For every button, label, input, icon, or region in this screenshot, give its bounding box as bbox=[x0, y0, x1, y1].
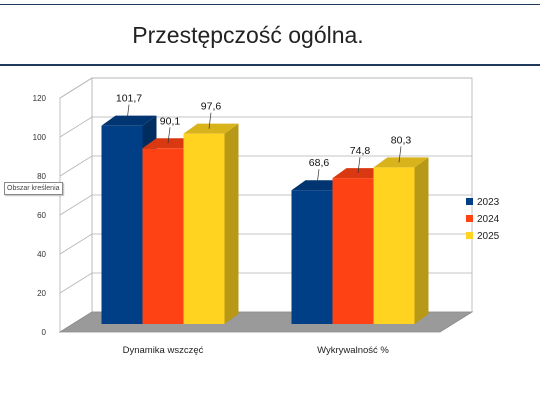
data-label-leader bbox=[398, 146, 402, 163]
bar-top bbox=[183, 123, 239, 134]
y-tick-label: 80 bbox=[37, 172, 46, 181]
bar-top bbox=[101, 115, 157, 126]
data-label: 101,7 bbox=[116, 93, 142, 105]
y-tick-label: 100 bbox=[33, 133, 47, 142]
data-label-leader bbox=[126, 104, 130, 121]
plot-area-tooltip: Obszar kreślenia bbox=[4, 182, 63, 195]
data-label-leader bbox=[316, 169, 320, 186]
bar-front bbox=[101, 125, 143, 324]
bar-side bbox=[414, 157, 429, 324]
data-label: 80,3 bbox=[391, 134, 412, 146]
data-label: 90,1 bbox=[160, 115, 181, 127]
bar-front bbox=[142, 148, 184, 324]
legend-swatch bbox=[466, 198, 473, 205]
legend-label: 2024 bbox=[477, 214, 500, 225]
legend-label: 2025 bbox=[477, 231, 500, 242]
gridline bbox=[59, 77, 472, 99]
y-tick-label: 40 bbox=[37, 250, 46, 259]
data-label-leader bbox=[167, 127, 171, 144]
legend-swatch bbox=[466, 215, 473, 222]
slide-top-rule bbox=[0, 4, 540, 5]
slide-title: Przestępczość ogólna. bbox=[132, 22, 364, 48]
data-label: 97,6 bbox=[201, 101, 222, 113]
x-category-label: Wykrywalność % bbox=[317, 345, 389, 356]
legend-label: 2023 bbox=[477, 197, 500, 208]
data-label-leader bbox=[357, 157, 361, 174]
bar-front bbox=[332, 178, 374, 324]
data-label-leader bbox=[208, 112, 212, 129]
y-tick-label: 20 bbox=[37, 289, 46, 298]
bar-side bbox=[224, 123, 239, 325]
legend-swatch bbox=[466, 232, 473, 239]
y-tick-label: 60 bbox=[37, 211, 46, 220]
bar-top bbox=[373, 157, 429, 168]
title-underline bbox=[0, 64, 540, 66]
y-tick-label: 120 bbox=[33, 94, 47, 103]
bar-front bbox=[183, 133, 225, 324]
gridline bbox=[59, 116, 472, 138]
y-tick-label: 0 bbox=[42, 328, 47, 337]
bar-front bbox=[291, 190, 333, 324]
data-label: 74,8 bbox=[350, 145, 371, 157]
gridline bbox=[59, 155, 472, 177]
data-label: 68,6 bbox=[309, 157, 330, 169]
bar-front bbox=[373, 167, 415, 324]
x-category-label: Dynamika wszczęć bbox=[123, 345, 204, 356]
